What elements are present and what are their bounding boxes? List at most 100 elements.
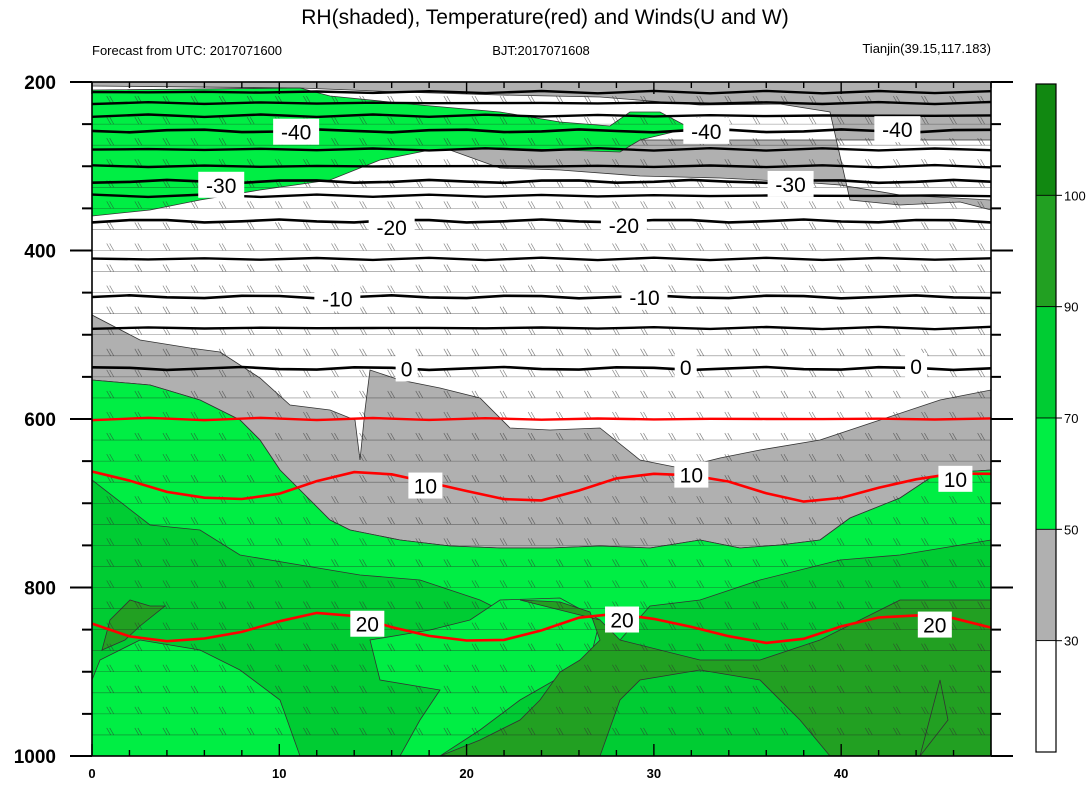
wind-barb <box>134 643 140 651</box>
wind-barb <box>499 348 505 356</box>
wind-barb <box>783 475 789 483</box>
wind-barb <box>867 285 873 293</box>
wind-barb <box>331 243 336 251</box>
x-tick-label: 30 <box>647 766 661 781</box>
wind-barb <box>390 348 395 356</box>
wind-barb <box>165 138 171 146</box>
wind-barb <box>896 348 901 356</box>
wind-barb <box>306 264 311 272</box>
wind-barb <box>277 601 283 609</box>
wind-barb <box>246 538 252 546</box>
wind-barb <box>471 348 477 356</box>
wind-barb <box>949 201 954 209</box>
wind-barb <box>699 201 705 209</box>
wind-barb <box>555 685 561 693</box>
wind-barb <box>555 222 561 230</box>
wind-barb <box>811 706 817 715</box>
wind-barb <box>727 685 733 693</box>
wind-barb <box>980 327 985 335</box>
wind-barb <box>724 685 730 693</box>
wind-barb <box>387 285 392 293</box>
wind-barb <box>474 264 480 272</box>
wind-barb <box>190 138 196 146</box>
wind-barb <box>165 517 171 525</box>
wind-barb <box>474 369 480 378</box>
wind-barb <box>162 159 168 167</box>
wind-barb <box>980 432 985 441</box>
wind-barb <box>221 475 227 483</box>
wind-barb <box>274 201 280 209</box>
wind-barb <box>390 538 395 546</box>
wind-barb <box>249 306 255 314</box>
wind-barb <box>896 159 901 167</box>
wind-barb <box>755 285 761 293</box>
wind-barb <box>359 685 364 693</box>
wind-barb <box>780 390 786 399</box>
wind-barb <box>246 138 252 146</box>
wind-barb <box>727 390 733 399</box>
wind-barb <box>221 285 227 293</box>
wind-barb <box>471 285 477 293</box>
wind-barb <box>640 327 645 335</box>
wind-barb <box>977 369 982 378</box>
wind-barb <box>780 601 786 609</box>
wind-barb <box>303 664 308 672</box>
wind-barb <box>752 201 758 209</box>
wind-barb <box>584 306 589 314</box>
wind-barb <box>134 348 140 356</box>
wind-barb <box>558 390 564 399</box>
wind-barb <box>977 243 982 251</box>
wind-barb <box>249 348 255 356</box>
wind-barb <box>612 706 617 715</box>
wind-barb <box>755 116 761 125</box>
wind-barb <box>106 116 112 125</box>
wind-barb <box>780 622 786 630</box>
wind-barb <box>190 264 196 272</box>
wind-barb <box>864 264 870 272</box>
wind-barb <box>780 159 786 167</box>
wind-barb <box>499 138 505 146</box>
wind-barb <box>359 138 364 146</box>
wind-barb <box>306 475 311 483</box>
wind-barb <box>415 706 421 715</box>
wind-barb <box>109 685 115 693</box>
wind-barb <box>896 517 901 525</box>
wind-barb <box>699 685 705 693</box>
wind-barb <box>977 559 982 567</box>
wind-barb <box>390 138 395 146</box>
wind-barb <box>615 432 620 441</box>
wind-barb <box>193 369 199 378</box>
wind-barb <box>359 706 364 715</box>
wind-barb <box>977 264 982 272</box>
wind-barb <box>390 159 395 167</box>
wind-barb <box>808 285 814 293</box>
wind-barb <box>808 306 814 314</box>
wind-barb <box>836 201 842 209</box>
wind-barb <box>246 517 252 525</box>
wind-barb <box>808 264 814 272</box>
wind-barb <box>752 327 758 335</box>
wind-barb <box>952 622 957 630</box>
wind-barb <box>615 243 620 251</box>
wind-barb <box>893 222 898 230</box>
wind-barb <box>334 517 339 525</box>
wind-barb <box>924 348 929 356</box>
wind-barb <box>780 664 786 672</box>
wind-barb <box>836 138 842 146</box>
wind-barb <box>331 643 336 651</box>
wind-barb <box>471 95 477 104</box>
wind-barb <box>980 706 985 715</box>
wind-barb <box>306 369 311 378</box>
wind-barb <box>137 201 143 209</box>
wind-barb <box>165 285 171 293</box>
wind-barb <box>499 432 505 441</box>
wind-barb <box>808 390 814 399</box>
x-tick-label: 20 <box>459 766 473 781</box>
wind-barb <box>193 306 199 314</box>
wind-barb <box>418 643 424 651</box>
wind-barb <box>808 243 814 251</box>
wind-barb <box>274 222 280 230</box>
wind-barb <box>165 390 171 399</box>
wind-barb <box>839 201 845 209</box>
